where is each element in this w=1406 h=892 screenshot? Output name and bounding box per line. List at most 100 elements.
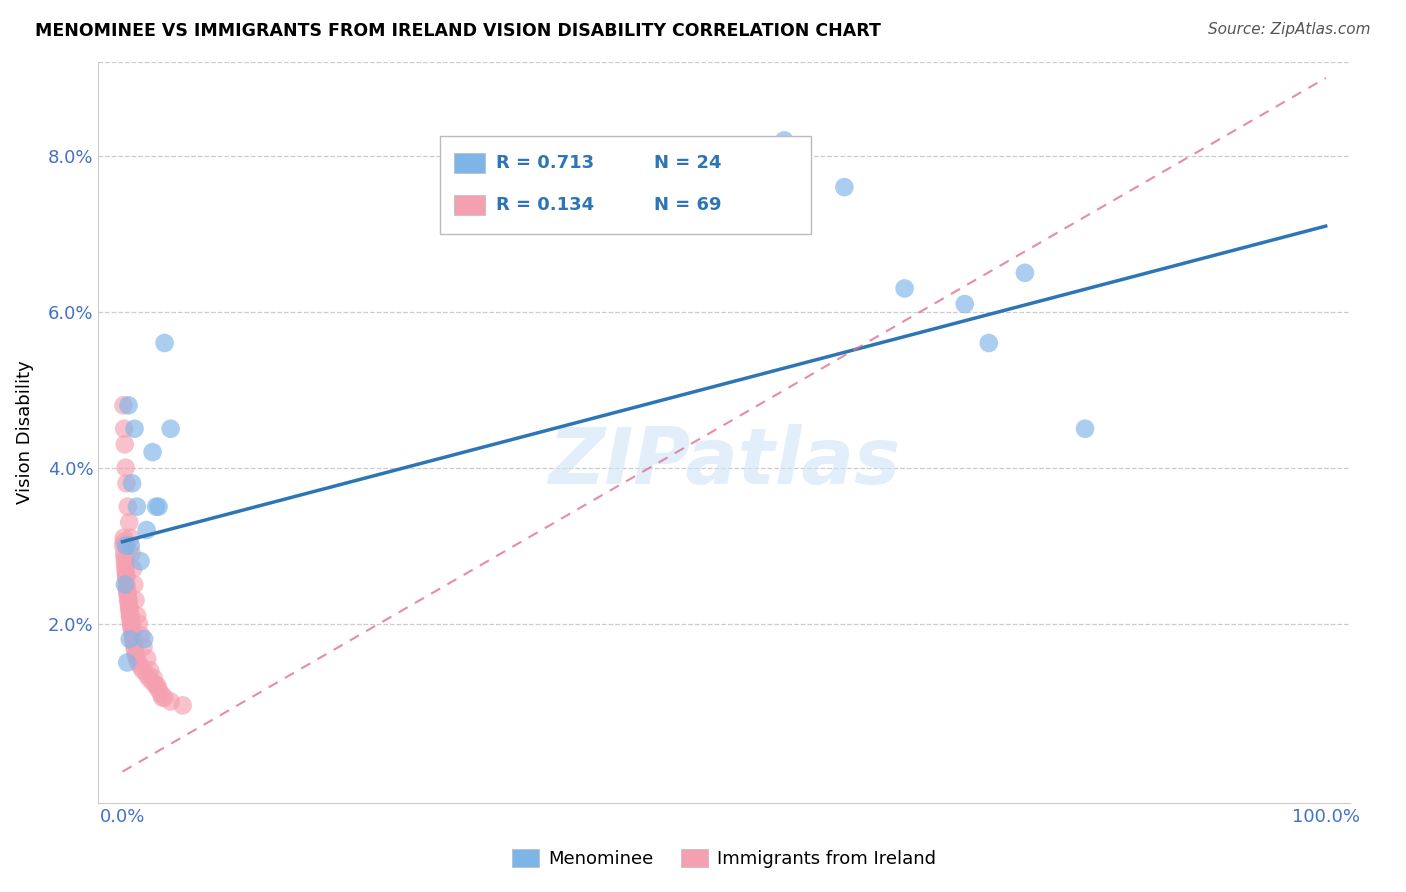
Point	[118, 632, 141, 647]
Point	[145, 679, 167, 693]
Point	[159, 422, 181, 436]
Point	[150, 687, 173, 701]
Legend: Menominee, Immigrants from Ireland: Menominee, Immigrants from Ireland	[505, 841, 943, 875]
Point	[115, 476, 138, 491]
Text: N = 24: N = 24	[654, 154, 721, 172]
Point	[115, 539, 138, 553]
Point	[124, 422, 146, 436]
Text: MENOMINEE VS IMMIGRANTS FROM IRELAND VISION DISABILITY CORRELATION CHART: MENOMINEE VS IMMIGRANTS FROM IRELAND VIS…	[35, 22, 882, 40]
Point	[115, 577, 138, 591]
Point	[977, 336, 1000, 351]
Text: N = 69: N = 69	[654, 196, 721, 214]
Point	[128, 616, 150, 631]
Point	[1074, 422, 1097, 436]
Point	[121, 628, 143, 642]
Y-axis label: Vision Disability: Vision Disability	[15, 360, 34, 505]
Point	[117, 585, 139, 599]
Point	[115, 566, 138, 580]
Point	[114, 460, 136, 475]
Point	[120, 539, 142, 553]
Point	[122, 636, 145, 650]
Point	[117, 593, 139, 607]
Point	[114, 550, 136, 565]
Point	[124, 593, 146, 607]
Point	[834, 180, 856, 194]
Point	[120, 613, 142, 627]
Point	[142, 671, 165, 685]
Point	[117, 500, 139, 514]
Point	[118, 597, 141, 611]
Point	[153, 690, 176, 705]
Point	[146, 679, 169, 693]
Point	[138, 671, 160, 685]
Point	[172, 698, 194, 713]
Point	[135, 667, 157, 681]
Point	[127, 608, 149, 623]
Point	[115, 570, 138, 584]
Point	[120, 616, 142, 631]
Point	[112, 539, 135, 553]
Point	[134, 632, 156, 647]
Text: ZIPatlas: ZIPatlas	[548, 425, 900, 500]
Point	[893, 281, 915, 295]
Point	[159, 694, 181, 708]
Point	[120, 531, 142, 545]
Point	[121, 476, 143, 491]
Text: R = 0.713: R = 0.713	[496, 154, 595, 172]
Point	[115, 570, 138, 584]
Point	[135, 523, 157, 537]
Point	[112, 534, 135, 549]
Point	[142, 445, 165, 459]
Point	[132, 663, 155, 677]
Point	[114, 437, 136, 451]
Point	[120, 608, 142, 623]
Point	[125, 651, 148, 665]
Point	[121, 624, 143, 639]
Point	[145, 500, 167, 514]
Point	[112, 531, 135, 545]
Point	[118, 605, 141, 619]
Point	[114, 554, 136, 568]
Point	[117, 585, 139, 599]
Point	[117, 398, 139, 412]
Point	[122, 562, 145, 576]
Point	[953, 297, 976, 311]
Point	[125, 500, 148, 514]
Point	[117, 656, 139, 670]
Point	[150, 690, 173, 705]
Point	[124, 644, 146, 658]
Point	[121, 546, 143, 560]
Point	[112, 422, 135, 436]
Point	[121, 620, 143, 634]
Point	[1014, 266, 1036, 280]
Point	[115, 582, 138, 596]
Point	[118, 515, 141, 529]
Point	[148, 500, 170, 514]
Point	[129, 628, 152, 642]
Point	[120, 616, 142, 631]
Point	[139, 663, 162, 677]
Point	[153, 336, 176, 351]
Point	[132, 640, 155, 654]
Point	[136, 651, 159, 665]
Point	[118, 601, 141, 615]
Point	[114, 577, 136, 591]
Point	[127, 656, 149, 670]
Point	[125, 648, 148, 662]
Text: R = 0.134: R = 0.134	[496, 196, 595, 214]
Point	[112, 398, 135, 412]
Text: Source: ZipAtlas.com: Source: ZipAtlas.com	[1208, 22, 1371, 37]
Point	[118, 608, 141, 623]
Point	[117, 593, 139, 607]
Point	[117, 589, 139, 603]
Point	[124, 577, 146, 591]
Point	[124, 640, 146, 654]
Point	[148, 682, 170, 697]
Point	[129, 554, 152, 568]
Point	[129, 659, 152, 673]
Point	[142, 675, 165, 690]
Point	[122, 632, 145, 647]
Point	[118, 601, 141, 615]
Point	[114, 558, 136, 573]
Point	[773, 133, 796, 147]
